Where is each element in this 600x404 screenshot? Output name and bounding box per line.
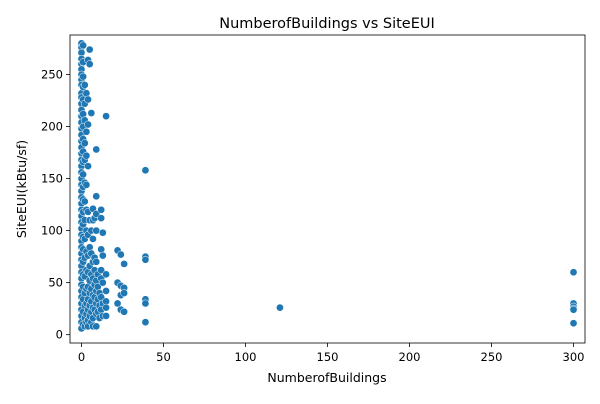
data-point: [84, 95, 92, 104]
data-point: [98, 228, 107, 237]
y-tick-label: 200: [41, 120, 63, 134]
data-point: [569, 268, 578, 277]
data-point: [82, 151, 91, 160]
chart-title: NumberofBuildings vs SiteEUI: [219, 16, 435, 32]
y-axis: 0 50 100 150 200 250: [41, 68, 70, 342]
data-point: [141, 255, 150, 264]
data-point: [276, 303, 284, 312]
data-point: [102, 312, 110, 320]
x-tick-label: 50: [156, 350, 171, 364]
y-tick-label: 0: [56, 328, 63, 342]
data-point: [120, 260, 128, 268]
data-point: [79, 41, 87, 50]
x-tick-label: 300: [563, 350, 585, 364]
data-point: [84, 120, 92, 129]
x-axis-label: NumberofBuildings: [267, 370, 386, 385]
data-point: [97, 205, 106, 214]
data-point: [141, 318, 150, 327]
y-tick-label: 150: [41, 172, 63, 186]
data-point: [102, 270, 110, 279]
data-point: [141, 166, 150, 175]
data-point: [92, 226, 101, 235]
y-axis-label: SiteEUI(kBtu/sf): [14, 140, 29, 238]
points-layer: [77, 39, 578, 333]
data-point: [79, 72, 87, 81]
data-point: [92, 210, 101, 218]
data-point: [80, 139, 89, 148]
data-point: [85, 45, 94, 54]
data-point: [80, 197, 89, 206]
data-point: [113, 299, 122, 308]
data-point: [120, 289, 128, 297]
data-point: [116, 250, 125, 259]
data-point: [569, 319, 578, 328]
data-point: [82, 180, 91, 189]
y-tick-label: 50: [48, 276, 63, 290]
x-tick-label: 0: [78, 350, 85, 364]
data-point: [80, 81, 89, 89]
data-point: [97, 214, 106, 222]
data-point: [92, 257, 101, 266]
y-tick-label: 250: [41, 68, 63, 82]
data-point: [102, 112, 110, 121]
data-point: [79, 170, 87, 179]
data-point: [89, 235, 97, 243]
data-point: [98, 278, 107, 287]
data-point: [92, 145, 101, 154]
data-point: [97, 266, 106, 275]
data-point: [85, 60, 94, 68]
data-point: [120, 307, 128, 316]
x-tick-label: 200: [399, 350, 421, 364]
data-point: [102, 287, 110, 295]
data-point: [141, 299, 150, 308]
y-tick-label: 100: [41, 224, 63, 238]
x-tick-label: 100: [235, 350, 257, 364]
data-point: [92, 322, 101, 331]
data-point: [98, 251, 107, 260]
data-point: [87, 109, 96, 117]
x-axis: 0 50 100 150 200 250 300: [78, 343, 585, 364]
x-tick-label: 250: [481, 350, 503, 364]
data-point: [82, 127, 91, 136]
data-point: [92, 192, 101, 201]
data-point: [102, 303, 110, 312]
x-tick-label: 150: [317, 350, 339, 364]
data-point: [84, 162, 92, 170]
data-point: [569, 305, 578, 314]
